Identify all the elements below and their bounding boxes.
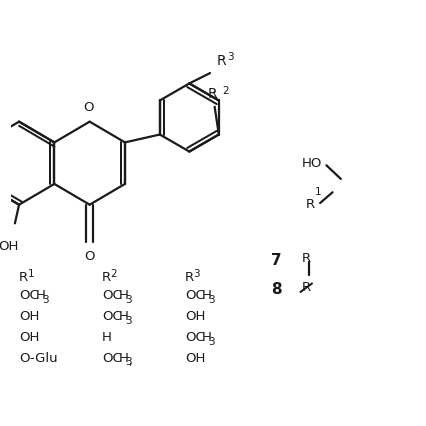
Text: 3: 3 [42, 295, 49, 305]
Text: 8: 8 [271, 282, 282, 297]
Text: ,: , [128, 357, 131, 368]
Text: 3: 3 [125, 357, 132, 368]
Text: OH: OH [0, 240, 19, 253]
Text: 3: 3 [125, 295, 132, 305]
Text: R: R [305, 198, 315, 211]
Text: R: R [19, 271, 28, 284]
Text: HO: HO [302, 157, 322, 170]
Text: OC: OC [102, 310, 122, 323]
Text: R: R [185, 271, 194, 284]
Text: OC: OC [185, 289, 205, 302]
Text: H: H [119, 310, 129, 323]
Text: OH: OH [19, 331, 40, 344]
Text: 3: 3 [208, 295, 215, 305]
Text: OH: OH [19, 310, 40, 323]
Text: R: R [102, 271, 111, 284]
Text: OC: OC [102, 289, 122, 302]
Text: 3: 3 [227, 52, 233, 62]
Text: OH: OH [185, 351, 205, 365]
Text: R: R [216, 54, 226, 68]
Text: H: H [202, 289, 212, 302]
Text: OC: OC [19, 289, 39, 302]
Text: O: O [84, 250, 95, 262]
Text: R: R [302, 281, 311, 294]
Text: 1: 1 [27, 269, 34, 279]
Text: 2: 2 [110, 269, 117, 279]
Text: 1: 1 [315, 187, 321, 197]
Text: R: R [208, 87, 217, 101]
Text: 2: 2 [222, 86, 229, 96]
Text: O: O [83, 101, 94, 114]
Text: OC: OC [102, 351, 122, 365]
Text: R: R [302, 252, 311, 265]
Text: 3: 3 [193, 269, 200, 279]
Text: H: H [36, 289, 46, 302]
Text: H: H [102, 331, 112, 344]
Text: OC: OC [185, 331, 205, 344]
Text: 3: 3 [208, 337, 215, 347]
Text: 7: 7 [271, 253, 282, 268]
Text: H: H [202, 331, 212, 344]
Text: O-Glu: O-Glu [19, 351, 58, 365]
Text: H: H [119, 351, 129, 365]
Text: OH: OH [185, 310, 205, 323]
Text: H: H [119, 289, 129, 302]
Text: 3: 3 [125, 316, 132, 326]
